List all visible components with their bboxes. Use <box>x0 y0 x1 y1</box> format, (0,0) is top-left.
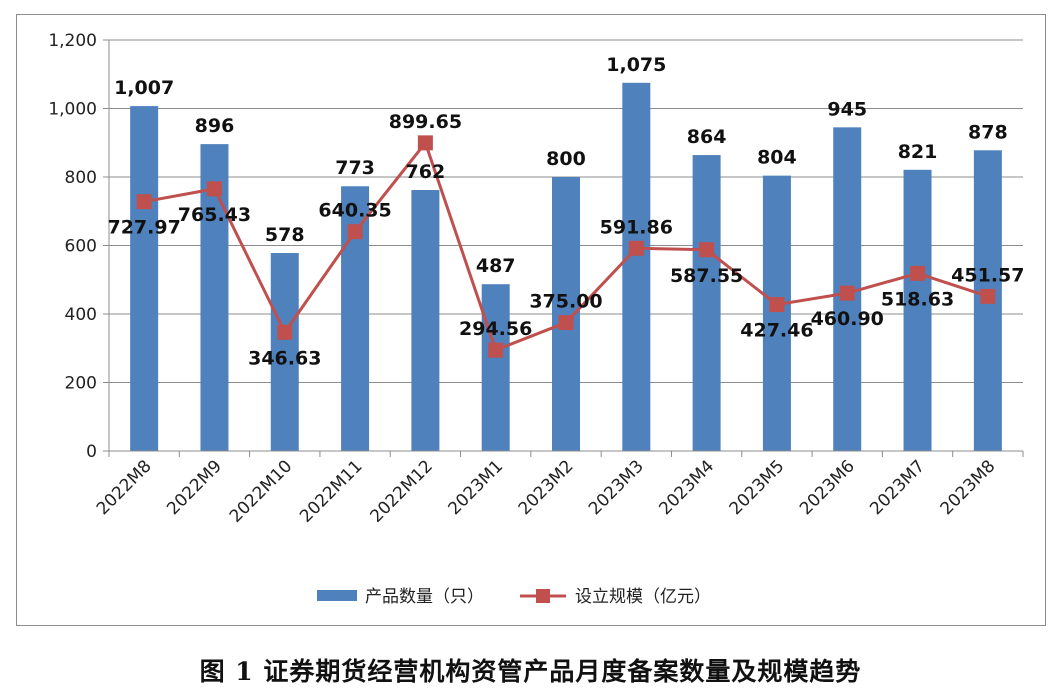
x-tick-label: 2023M7 <box>866 456 929 519</box>
y-tick-label: 400 <box>65 305 97 325</box>
x-tick-label: 2022M12 <box>367 456 437 526</box>
line-data-label: 375.00 <box>529 291 602 313</box>
bar-data-label: 1,007 <box>114 77 174 99</box>
bar-data-label: 896 <box>195 115 235 137</box>
legend-bar-swatch <box>317 590 357 601</box>
legend-label: 设立规模（亿元） <box>575 587 711 607</box>
line-data-label: 640.35 <box>318 200 391 222</box>
bar-data-label: 864 <box>687 126 727 148</box>
x-tick-label: 2023M5 <box>726 456 789 519</box>
x-tick-label: 2023M8 <box>937 456 1000 519</box>
bar <box>130 106 159 451</box>
bar <box>903 169 932 451</box>
line-data-label: 346.63 <box>248 347 321 369</box>
bar <box>762 175 791 451</box>
bar-data-label: 773 <box>335 157 375 179</box>
line-marker <box>206 181 222 197</box>
line-marker <box>347 224 363 240</box>
bar-data-label: 804 <box>757 147 797 169</box>
y-tick-label: 0 <box>86 442 97 462</box>
line-marker <box>558 315 574 331</box>
bar-data-label: 762 <box>406 161 446 183</box>
line-marker <box>910 265 926 281</box>
line-data-label: 591.86 <box>600 216 673 238</box>
line-data-label: 765.43 <box>178 204 251 226</box>
x-tick-label: 2023M1 <box>444 456 507 519</box>
line-marker <box>980 288 996 304</box>
x-tick-label: 2022M11 <box>296 456 366 526</box>
bar-data-label: 487 <box>476 255 516 277</box>
x-tick-label: 2023M4 <box>655 456 718 519</box>
line-marker <box>136 194 152 210</box>
bar-data-label: 945 <box>827 98 867 120</box>
line-marker <box>699 242 715 258</box>
line-data-label: 587.55 <box>670 265 743 287</box>
bar-data-label: 878 <box>968 121 1008 143</box>
bar <box>270 253 299 451</box>
bar <box>481 284 510 451</box>
figure-caption: 图 1 证券期货经营机构资管产品月度备案数量及规模趋势 <box>199 657 862 686</box>
bar-data-label: 578 <box>265 224 305 246</box>
bar <box>692 155 721 451</box>
legend-label: 产品数量（只） <box>365 587 484 607</box>
y-tick-label: 1,000 <box>48 100 97 120</box>
y-tick-label: 600 <box>65 237 97 257</box>
line-data-label: 460.90 <box>811 308 884 330</box>
bar-data-label: 800 <box>546 148 586 170</box>
x-tick-label: 2022M10 <box>226 456 296 526</box>
line-marker <box>277 324 293 340</box>
x-tick-label: 2023M3 <box>585 456 648 519</box>
line-marker <box>417 135 433 151</box>
line-data-label: 899.65 <box>389 111 462 133</box>
line-data-label: 294.56 <box>459 318 532 340</box>
line-data-label: 518.63 <box>881 288 954 310</box>
line-marker <box>628 240 644 256</box>
x-tick-label: 2023M6 <box>796 456 859 519</box>
line-marker <box>769 297 785 313</box>
line-data-label: 427.46 <box>740 320 813 342</box>
y-tick-label: 800 <box>65 168 97 188</box>
chart-frame <box>16 14 1046 626</box>
bar <box>411 190 440 451</box>
y-tick-label: 1,200 <box>48 31 97 51</box>
x-tick-label: 2022M9 <box>163 456 226 519</box>
x-tick-label: 2022M8 <box>93 456 156 519</box>
line-marker <box>839 285 855 301</box>
bar-data-label: 821 <box>898 141 938 163</box>
y-tick-label: 200 <box>65 374 97 394</box>
line-marker <box>488 342 504 358</box>
line-data-label: 451.57 <box>951 264 1024 286</box>
bar <box>622 82 651 451</box>
x-tick-label: 2023M2 <box>515 456 578 519</box>
bar-data-label: 1,075 <box>606 54 666 76</box>
line-data-label: 727.97 <box>107 217 180 239</box>
legend-line-marker <box>536 589 550 603</box>
